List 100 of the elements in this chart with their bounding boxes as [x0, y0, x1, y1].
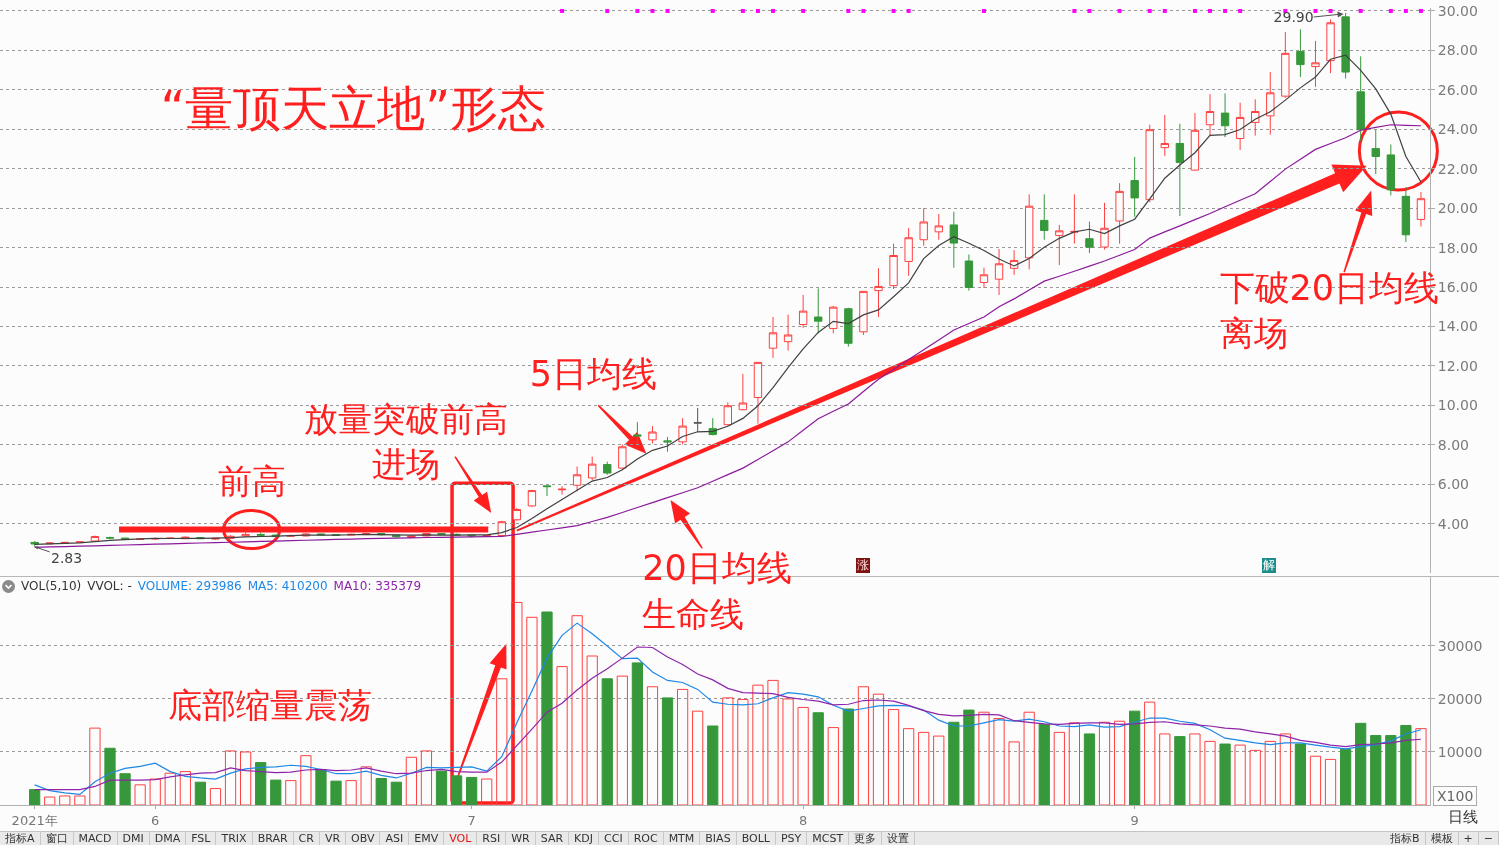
y-tick-label: 8.00: [1437, 436, 1469, 453]
x-tick-label: 2021年: [11, 812, 58, 828]
candlestick: [768, 316, 778, 359]
text: EMV: [409, 832, 445, 845]
bar: [752, 684, 764, 805]
candlestick: [256, 532, 265, 538]
candlestick: [753, 361, 763, 425]
text: SAR: [535, 832, 570, 845]
bar: [1053, 731, 1065, 805]
y-tick-label: 24.00: [1437, 121, 1478, 138]
text: 指标B: [1385, 832, 1426, 845]
candlestick: [798, 294, 808, 329]
y-tick-label: 28.00: [1437, 42, 1478, 59]
bar: [963, 709, 975, 805]
candlestick: [979, 267, 989, 289]
text: BIAS: [700, 832, 737, 845]
y-tick-label: 18.00: [1437, 239, 1478, 256]
y-tick-label: 26.00: [1437, 81, 1478, 98]
candlestick: [964, 254, 974, 292]
bar: [1098, 721, 1111, 805]
y-tick-label: 6.00: [1437, 476, 1469, 493]
candlestick: [1070, 193, 1079, 245]
bar: [1370, 735, 1382, 805]
bar: [285, 780, 297, 805]
candlestick: [663, 436, 672, 453]
bar: [556, 666, 568, 805]
bar: [420, 750, 433, 805]
text: MTM: [663, 832, 701, 845]
bar: [360, 766, 372, 805]
text: MCST: [807, 832, 850, 845]
bar: [435, 770, 448, 805]
candlestick: [693, 407, 702, 433]
x-tick-label: 6: [151, 812, 160, 828]
bar: [255, 762, 267, 805]
candlestick: [783, 314, 793, 352]
bar: [390, 781, 402, 805]
candlestick: [618, 443, 627, 470]
bar: [541, 611, 553, 805]
candlestick: [1145, 124, 1154, 203]
candlestick: [1085, 221, 1094, 254]
bar: [1129, 710, 1141, 805]
candlestick: [603, 461, 612, 476]
text: ROC: [628, 832, 664, 845]
text: 设置: [882, 832, 916, 845]
bar: [1159, 733, 1171, 805]
text: DMI: [117, 832, 150, 845]
candlestick: [949, 211, 959, 269]
bar: [104, 747, 116, 805]
bar: [978, 711, 990, 805]
y-tick-label: 30000: [1437, 637, 1483, 654]
bar: [646, 686, 659, 805]
candlestick: [542, 485, 552, 497]
text: DMA: [149, 832, 187, 845]
text: TRIX: [216, 832, 253, 845]
text: MACD: [73, 832, 118, 845]
candlestick: [1055, 224, 1064, 266]
text: 模板: [1425, 832, 1459, 845]
bar: [345, 780, 357, 805]
candlestick: [1296, 28, 1305, 78]
text: −: [1478, 832, 1499, 845]
candlestick: [648, 425, 657, 444]
bar: [1023, 711, 1035, 805]
annotation: 涨: [855, 558, 870, 573]
bar: [1144, 701, 1156, 805]
bar: [1279, 733, 1291, 805]
bar: [270, 779, 282, 805]
bar: [918, 731, 930, 805]
bar: [707, 725, 719, 805]
bar: [1249, 749, 1261, 805]
bar: [1038, 723, 1050, 805]
annotation: 底部缩量震荡: [167, 685, 372, 725]
bar: [481, 778, 493, 805]
bar: [209, 788, 222, 805]
candlestick: [1371, 129, 1380, 175]
candlestick: [1235, 102, 1245, 151]
annotation: VOLUME: 293986: [137, 579, 242, 594]
x-tick-label: 8: [799, 812, 808, 828]
y-tick-label: 22.00: [1437, 160, 1478, 177]
bar: [948, 721, 960, 805]
bar: [601, 678, 613, 805]
bar: [782, 698, 794, 805]
annotation: 进场: [372, 444, 441, 484]
candlestick: [1386, 143, 1396, 196]
bar: [903, 728, 915, 805]
y-tick-label: 20000: [1437, 690, 1483, 707]
bar: [1189, 733, 1201, 805]
text: 指标A: [0, 832, 41, 845]
candlestick: [889, 243, 898, 290]
y-tick-label: 12.00: [1437, 357, 1478, 374]
annotation: 20日均线: [642, 548, 792, 588]
annotation: MA10: 335379: [333, 579, 422, 594]
y-tick-label: 20.00: [1437, 200, 1478, 217]
bar: [722, 697, 734, 805]
y-axis-title: X100: [1433, 786, 1478, 806]
text: KDJ: [569, 832, 600, 845]
line-series: [34, 646, 1422, 791]
annotation: 生命线: [642, 594, 745, 634]
candlestick: [1266, 71, 1275, 136]
bar: [74, 795, 86, 805]
text: OBV: [346, 832, 381, 845]
